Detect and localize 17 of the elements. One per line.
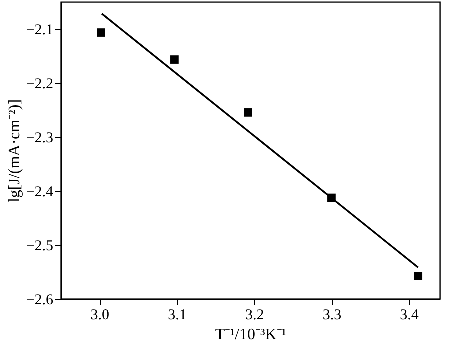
x-axis-title: T⁻¹/10⁻³K⁻¹	[215, 326, 287, 344]
y-tick-label: −2.1	[26, 22, 54, 38]
point	[97, 28, 106, 37]
y-tick-label: −2.2	[26, 76, 54, 92]
y-axis-title: lg[J/(mA·cm⁻²)]	[6, 99, 24, 203]
y-tick-label: −2.6	[26, 292, 54, 308]
y-tick-label: −2.4	[26, 184, 54, 200]
x-tick-label: 3.3	[322, 308, 342, 324]
y-tick-label: −2.5	[26, 238, 54, 254]
point	[244, 108, 252, 117]
x-tick-label: 3.2	[245, 308, 264, 324]
point	[414, 272, 423, 281]
point	[170, 56, 179, 64]
x-tick-label: 3.1	[168, 308, 187, 324]
x-tick-label: 3.4	[400, 308, 420, 324]
y-tick-label: −2.3	[26, 130, 54, 146]
x-tick-label: 3.0	[90, 308, 110, 324]
